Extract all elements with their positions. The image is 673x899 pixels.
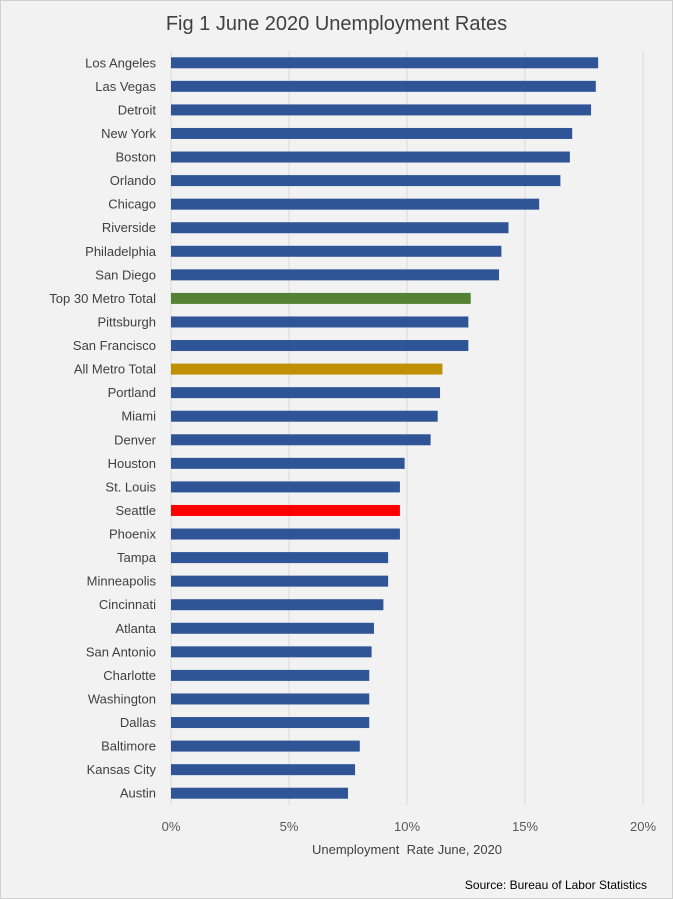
x-tick-label: 5% xyxy=(280,819,299,834)
y-category-label: Charlotte xyxy=(103,668,156,683)
y-category-label: Kansas City xyxy=(87,762,157,777)
y-category-label: Denver xyxy=(114,432,157,447)
bar xyxy=(171,269,500,281)
bar xyxy=(171,599,384,611)
y-category-label: San Diego xyxy=(95,267,156,282)
bar xyxy=(171,127,573,139)
y-category-label: Houston xyxy=(108,456,156,471)
y-category-label: Austin xyxy=(120,786,156,801)
y-category-label: Portland xyxy=(108,385,156,400)
y-category-label: Phoenix xyxy=(109,527,156,542)
bar xyxy=(171,787,348,799)
bar xyxy=(171,481,400,493)
bar xyxy=(171,198,540,210)
y-category-label: Dallas xyxy=(120,715,157,730)
bar xyxy=(171,340,469,352)
y-category-label: San Antonio xyxy=(86,644,156,659)
bar xyxy=(171,57,599,69)
bar xyxy=(171,363,443,375)
bar xyxy=(171,622,374,634)
bar xyxy=(171,104,592,116)
y-category-label: Boston xyxy=(116,150,156,165)
bar xyxy=(171,575,389,587)
bar xyxy=(171,740,360,752)
y-category-label: San Francisco xyxy=(73,338,156,353)
bar xyxy=(171,222,509,234)
y-category-label: Baltimore xyxy=(101,739,156,754)
bar xyxy=(171,175,561,187)
bar xyxy=(171,552,389,564)
bar xyxy=(171,410,438,422)
bar xyxy=(171,316,469,328)
y-category-label: Washington xyxy=(88,691,156,706)
y-category-label: Chicago xyxy=(108,197,156,212)
y-category-label: Riverside xyxy=(102,220,156,235)
x-tick-label: 20% xyxy=(630,819,656,834)
bar xyxy=(171,528,400,540)
y-category-label: Tampa xyxy=(117,550,157,565)
y-category-label: St. Louis xyxy=(105,479,156,494)
y-category-label: Cincinnati xyxy=(99,597,156,612)
y-category-label: Seattle xyxy=(116,503,156,518)
bar xyxy=(171,434,431,446)
x-tick-label: 15% xyxy=(512,819,538,834)
bar xyxy=(171,646,372,658)
y-category-label: Los Angeles xyxy=(85,55,156,70)
y-category-label: Miami xyxy=(121,409,156,424)
bar xyxy=(171,693,370,705)
bar xyxy=(171,457,405,469)
bar xyxy=(171,245,502,257)
x-axis-label: Unemployment Rate June, 2020 xyxy=(311,842,503,857)
bar xyxy=(171,669,370,681)
y-category-label: Top 30 Metro Total xyxy=(49,291,156,306)
chart-title: Fig 1 June 2020 Unemployment Rates xyxy=(165,13,508,35)
bar xyxy=(171,80,596,92)
y-category-label: Detroit xyxy=(118,102,157,117)
y-category-label: Orlando xyxy=(110,173,156,188)
bar xyxy=(171,387,441,399)
bar xyxy=(171,504,400,516)
y-category-label: Atlanta xyxy=(116,621,157,636)
x-tick-label: 10% xyxy=(394,819,420,834)
source-note: Source: Bureau of Labor Statistics xyxy=(464,878,647,892)
x-tick-label: 0% xyxy=(162,819,181,834)
y-category-label: Las Vegas xyxy=(95,79,156,94)
y-category-label: Pittsburgh xyxy=(97,314,156,329)
bar xyxy=(171,764,356,776)
y-category-label: All Metro Total xyxy=(74,362,156,377)
bar xyxy=(171,292,471,304)
y-category-label: Minneapolis xyxy=(87,574,157,589)
bar xyxy=(171,151,570,163)
bar xyxy=(171,717,370,729)
y-category-label: Philadelphia xyxy=(85,244,157,259)
y-category-label: New York xyxy=(101,126,156,141)
